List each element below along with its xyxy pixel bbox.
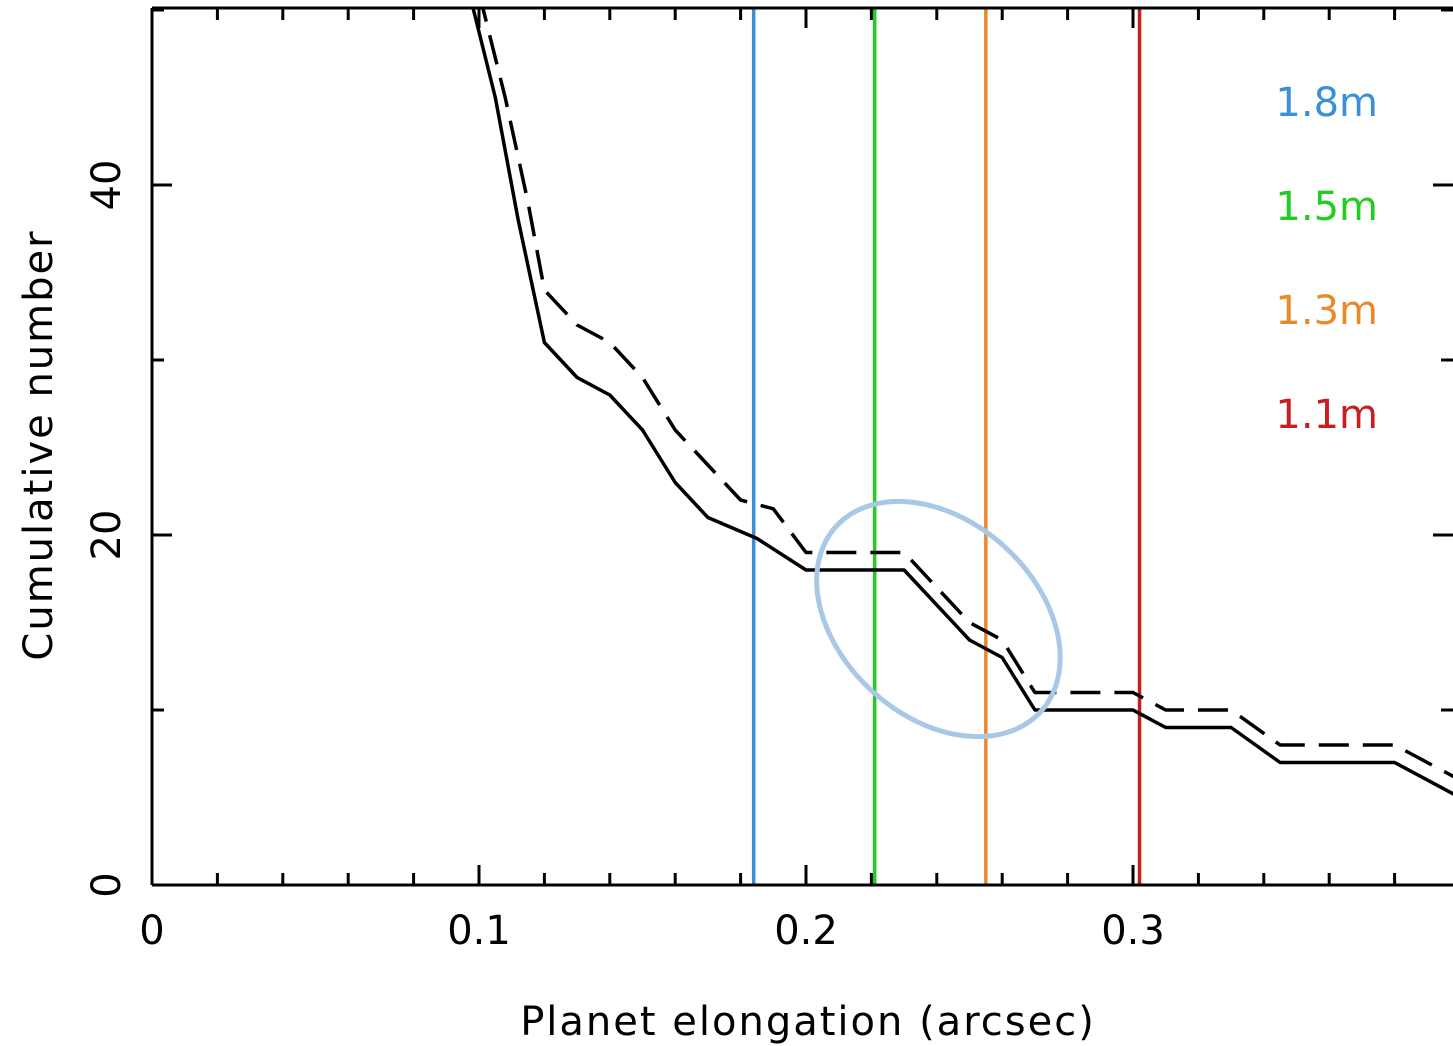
- legend-label: 1.1m: [1275, 392, 1378, 438]
- series-lines: [471, 8, 1453, 796]
- reference-lines: [751, 8, 1142, 885]
- y-axis-label: Cumulative number: [16, 229, 62, 660]
- x-axis-label: Planet elongation (arcsec): [520, 999, 1096, 1045]
- dashed-series-line: [481, 8, 1453, 779]
- x-tick-label: 0.1: [447, 908, 511, 954]
- y-tick-label: 40: [84, 160, 130, 211]
- x-tick-label: 0.3: [1101, 908, 1165, 954]
- ticks: 0 0.1 0.2 0.3 0 20 40: [84, 8, 1453, 954]
- y-tick-label: 0: [84, 872, 130, 897]
- y-tick-label: 20: [84, 510, 130, 561]
- solid-series-line: [471, 8, 1453, 796]
- legend: 1.8m 1.5m 1.3m 1.1m: [1275, 80, 1378, 438]
- legend-label: 1.8m: [1275, 80, 1378, 126]
- x-tick-label: 0.2: [774, 908, 838, 954]
- legend-label: 1.3m: [1275, 288, 1378, 334]
- axes: [150, 6, 1453, 887]
- highlight-annotation: [814, 498, 1063, 740]
- x-tick-label: 0: [139, 908, 164, 954]
- highlight-ellipse: [814, 498, 1063, 740]
- legend-label: 1.5m: [1275, 184, 1378, 230]
